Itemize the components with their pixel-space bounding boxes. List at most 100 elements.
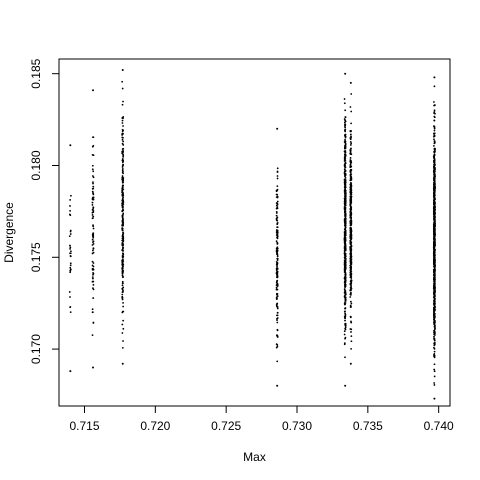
data-point	[121, 152, 124, 155]
data-point	[276, 127, 279, 130]
x-tick-label: 0.715	[69, 419, 99, 433]
data-point	[276, 246, 279, 249]
data-point	[276, 265, 278, 268]
data-point	[433, 246, 436, 249]
data-point	[92, 234, 94, 236]
data-point	[122, 327, 125, 330]
data-point	[343, 238, 346, 241]
data-point	[344, 356, 346, 359]
data-point	[433, 186, 436, 189]
data-point	[275, 204, 278, 207]
data-point	[121, 235, 124, 238]
data-point	[350, 285, 353, 287]
data-point	[276, 274, 279, 277]
data-point	[344, 269, 346, 271]
data-point	[344, 247, 347, 250]
data-point	[122, 301, 124, 304]
data-point	[92, 321, 95, 324]
data-point	[276, 231, 279, 234]
data-point	[121, 223, 124, 226]
data-point	[276, 293, 279, 295]
data-point	[91, 214, 94, 216]
data-point	[434, 332, 436, 335]
data-point	[69, 266, 72, 269]
data-point	[92, 154, 95, 157]
data-point	[91, 168, 94, 171]
data-point	[433, 209, 436, 212]
data-point	[349, 269, 352, 272]
data-point	[349, 243, 352, 246]
data-point	[344, 222, 346, 225]
data-point	[122, 100, 124, 103]
data-point	[91, 190, 94, 193]
data-point	[68, 291, 71, 293]
data-point	[349, 200, 352, 203]
plot-frame	[58, 58, 451, 407]
data-point	[349, 164, 352, 167]
data-point	[92, 235, 95, 238]
data-point	[350, 175, 352, 178]
data-point	[91, 277, 94, 280]
x-tick-label: 0.730	[282, 419, 312, 433]
data-point	[276, 222, 279, 225]
data-point	[349, 181, 352, 184]
data-point	[275, 202, 278, 204]
data-point	[91, 287, 94, 290]
data-point	[433, 176, 436, 179]
data-point	[433, 315, 436, 318]
data-point	[433, 256, 435, 259]
data-point	[433, 243, 436, 246]
data-point	[344, 133, 347, 136]
data-point	[433, 216, 436, 219]
data-point	[121, 233, 124, 236]
data-point	[344, 215, 347, 218]
data-point	[276, 189, 279, 192]
x-tick-label: 0.735	[353, 419, 383, 433]
data-point	[433, 203, 436, 206]
data-point	[433, 375, 436, 378]
data-point	[344, 125, 346, 127]
data-point	[92, 89, 94, 92]
data-point	[432, 144, 435, 147]
data-point	[276, 311, 279, 314]
data-point	[433, 382, 436, 384]
data-point	[433, 311, 435, 314]
data-point	[433, 339, 436, 342]
data-point	[349, 81, 352, 84]
data-point	[275, 193, 278, 196]
data-point	[69, 252, 72, 255]
data-point	[343, 160, 346, 162]
data-point	[91, 249, 94, 252]
data-point	[433, 126, 436, 129]
data-point	[91, 198, 94, 201]
data-point	[121, 267, 124, 269]
data-point	[92, 136, 95, 139]
data-point	[122, 180, 124, 182]
data-point	[433, 338, 436, 340]
data-point	[344, 313, 347, 316]
data-point	[344, 192, 347, 195]
data-point	[433, 151, 436, 153]
data-point	[344, 275, 347, 278]
y-axis: 0.170 0.175 0.180 0.185	[29, 58, 60, 364]
data-point	[121, 138, 124, 141]
x-axis: 0.715 0.720 0.725 0.730 0.735 0.740	[69, 405, 454, 433]
data-point	[343, 157, 346, 160]
data-point	[349, 304, 352, 307]
data-point	[275, 261, 278, 263]
data-point	[344, 142, 347, 145]
data-point	[433, 213, 436, 216]
x-tick-label: 0.740	[424, 419, 454, 433]
data-point	[92, 211, 95, 213]
data-point	[121, 169, 124, 172]
data-point	[276, 328, 279, 331]
data-point	[433, 140, 436, 143]
data-point	[276, 314, 278, 317]
data-point	[91, 276, 94, 279]
data-point	[92, 283, 95, 286]
data-point	[276, 295, 279, 298]
data-point	[343, 207, 346, 210]
data-point	[350, 253, 352, 256]
data-point	[350, 275, 353, 278]
data-point	[69, 144, 72, 147]
